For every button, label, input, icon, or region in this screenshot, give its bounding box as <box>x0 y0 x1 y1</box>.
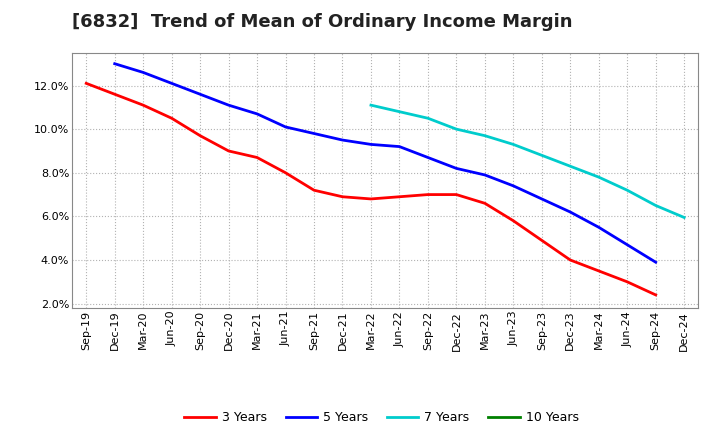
5 Years <box>452 166 461 171</box>
3 Years <box>225 148 233 154</box>
7 Years <box>452 127 461 132</box>
3 Years <box>338 194 347 199</box>
5 Years <box>366 142 375 147</box>
3 Years <box>167 116 176 121</box>
5 Years <box>196 92 204 97</box>
Text: [6832]  Trend of Mean of Ordinary Income Margin: [6832] Trend of Mean of Ordinary Income … <box>72 13 572 31</box>
5 Years <box>537 196 546 202</box>
7 Years <box>395 109 404 114</box>
5 Years <box>509 183 518 188</box>
5 Years <box>282 125 290 130</box>
3 Years <box>509 218 518 224</box>
3 Years <box>110 92 119 97</box>
3 Years <box>253 155 261 160</box>
Legend: 3 Years, 5 Years, 7 Years, 10 Years: 3 Years, 5 Years, 7 Years, 10 Years <box>179 407 584 429</box>
5 Years <box>253 111 261 117</box>
5 Years <box>139 70 148 75</box>
5 Years <box>652 260 660 265</box>
7 Years <box>509 142 518 147</box>
5 Years <box>338 137 347 143</box>
3 Years <box>566 257 575 263</box>
7 Years <box>595 175 603 180</box>
3 Years <box>480 201 489 206</box>
3 Years <box>452 192 461 197</box>
5 Years <box>167 81 176 86</box>
3 Years <box>623 279 631 285</box>
5 Years <box>395 144 404 149</box>
5 Years <box>623 242 631 247</box>
3 Years <box>196 133 204 138</box>
7 Years <box>680 215 688 220</box>
3 Years <box>82 81 91 86</box>
Line: 7 Years: 7 Years <box>371 105 684 217</box>
5 Years <box>310 131 318 136</box>
7 Years <box>652 203 660 208</box>
3 Years <box>537 238 546 243</box>
3 Years <box>423 192 432 197</box>
Line: 3 Years: 3 Years <box>86 83 656 295</box>
3 Years <box>595 268 603 274</box>
7 Years <box>537 153 546 158</box>
3 Years <box>310 187 318 193</box>
7 Years <box>423 116 432 121</box>
5 Years <box>566 209 575 215</box>
3 Years <box>282 170 290 176</box>
7 Years <box>366 103 375 108</box>
Line: 5 Years: 5 Years <box>114 64 656 262</box>
3 Years <box>652 292 660 297</box>
5 Years <box>110 61 119 66</box>
3 Years <box>395 194 404 199</box>
3 Years <box>139 103 148 108</box>
7 Years <box>566 164 575 169</box>
5 Years <box>423 155 432 160</box>
5 Years <box>480 172 489 178</box>
5 Years <box>595 225 603 230</box>
7 Years <box>480 133 489 138</box>
7 Years <box>623 187 631 193</box>
5 Years <box>225 103 233 108</box>
3 Years <box>366 196 375 202</box>
